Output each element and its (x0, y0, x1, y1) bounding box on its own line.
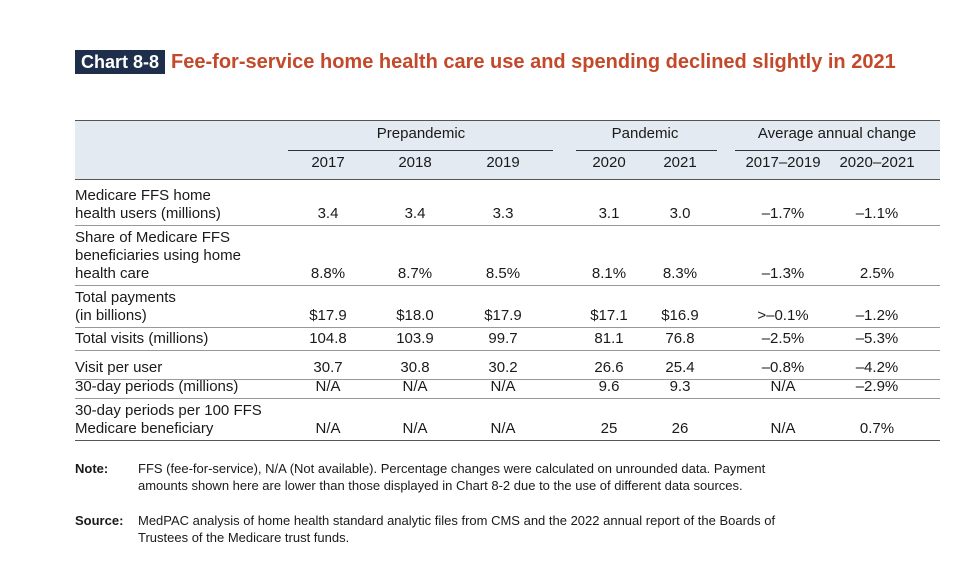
table-cell: $17.9 (309, 307, 347, 324)
table-cell: 9.6 (598, 378, 620, 395)
row-label: health care (75, 265, 150, 282)
header-bottom-rule (75, 179, 940, 180)
source-label: Source: (75, 513, 124, 528)
table-cell: –1.3% (761, 265, 805, 282)
table-cell: 30.2 (488, 359, 518, 376)
table-cell: 2.5% (859, 265, 895, 282)
group-underline (576, 150, 717, 151)
group-label: Average annual change (757, 125, 917, 142)
column-header: 2019 (486, 154, 520, 171)
row-label: Total payments (75, 289, 176, 306)
table-cell: –1.1% (855, 205, 899, 222)
row-rule (75, 225, 940, 226)
table-cell: >–0.1% (757, 307, 809, 324)
table-cell: 104.8 (309, 330, 347, 347)
table-cell: 8.7% (397, 265, 433, 282)
row-rule (75, 379, 940, 380)
table-cell: –2.5% (761, 330, 805, 347)
row-rule (75, 398, 940, 399)
column-header: 2017 (311, 154, 345, 171)
table-cell: –1.7% (761, 205, 805, 222)
table-cell: $18.0 (396, 307, 434, 324)
row-label: 30-day periods (millions) (75, 378, 239, 395)
table-cell: 30.7 (313, 359, 343, 376)
table-cell: 3.4 (317, 205, 339, 222)
table-cell: 26.6 (594, 359, 624, 376)
table-cell: N/A (315, 420, 341, 437)
group-underline (735, 150, 940, 151)
table-cell: 8.3% (662, 265, 698, 282)
row-rule (75, 327, 940, 328)
table-cell: $17.1 (590, 307, 628, 324)
table-cell: –2.9% (855, 378, 899, 395)
row-label: Total visits (millions) (75, 330, 209, 347)
table-cell: –1.2% (855, 307, 899, 324)
table-cell: 99.7 (488, 330, 518, 347)
table-cell: 103.9 (396, 330, 434, 347)
table-cell: 8.5% (485, 265, 521, 282)
table-cell: 3.1 (598, 205, 620, 222)
row-label: Visit per user (75, 359, 163, 376)
table-cell: 3.3 (492, 205, 514, 222)
row-label: 30-day periods per 100 FFS (75, 402, 262, 419)
table-cell: 76.8 (665, 330, 695, 347)
row-rule (75, 440, 940, 441)
table-cell: 9.3 (669, 378, 691, 395)
group-label: Prepandemic (376, 125, 466, 142)
table-cell: 3.0 (669, 205, 691, 222)
row-label: health users (millions) (75, 205, 221, 222)
source-line-2: Trustees of the Medicare trust funds. (138, 530, 350, 545)
table-cell: 81.1 (594, 330, 624, 347)
table-cell: 25 (600, 420, 618, 437)
table-cell: N/A (770, 378, 796, 395)
table-cell: 26 (671, 420, 689, 437)
table-cell: 0.7% (859, 420, 895, 437)
table-cell: –0.8% (761, 359, 805, 376)
table-cell: 30.8 (400, 359, 430, 376)
table-cell: –4.2% (855, 359, 899, 376)
table-cell: N/A (490, 420, 516, 437)
row-label: Medicare FFS home (75, 187, 211, 204)
table-cell: –5.3% (855, 330, 899, 347)
note-label: Note: (75, 461, 109, 476)
row-label: Medicare beneficiary (75, 420, 214, 437)
column-header: 2020–2021 (839, 154, 915, 171)
chart-title: Fee-for-service home health care use and… (171, 51, 896, 73)
row-label: Share of Medicare FFS (75, 229, 231, 246)
column-header: 2020 (592, 154, 626, 171)
source-line-1: MedPAC analysis of home health standard … (138, 513, 776, 528)
group-underline (288, 150, 553, 151)
table-header (75, 120, 940, 179)
table-cell: 8.8% (310, 265, 346, 282)
row-label: (in billions) (75, 307, 147, 324)
column-header: 2021 (663, 154, 697, 171)
table-cell: N/A (490, 378, 516, 395)
chart-title-block: Chart 8-8 Fee-for-service home health car… (75, 49, 915, 75)
group-label: Pandemic (611, 125, 679, 142)
note-line-2: amounts shown here are lower than those … (138, 478, 743, 493)
column-header: 2018 (398, 154, 432, 171)
table-cell: N/A (315, 378, 341, 395)
table-cell: 3.4 (404, 205, 426, 222)
table-top-rule (75, 120, 940, 121)
table-cell: 8.1% (591, 265, 627, 282)
table-cell: $17.9 (484, 307, 522, 324)
table-cell: N/A (402, 378, 428, 395)
table-cell: N/A (770, 420, 796, 437)
column-header: 2017–2019 (745, 154, 821, 171)
row-rule (75, 350, 940, 351)
row-label: beneficiaries using home (75, 247, 241, 264)
table-cell: N/A (402, 420, 428, 437)
row-rule (75, 285, 940, 286)
table-cell: 25.4 (665, 359, 695, 376)
table-cell: $16.9 (661, 307, 699, 324)
note-line-1: FFS (fee-for-service), N/A (Not availabl… (138, 461, 766, 476)
chart-badge: Chart 8-8 (75, 50, 166, 74)
